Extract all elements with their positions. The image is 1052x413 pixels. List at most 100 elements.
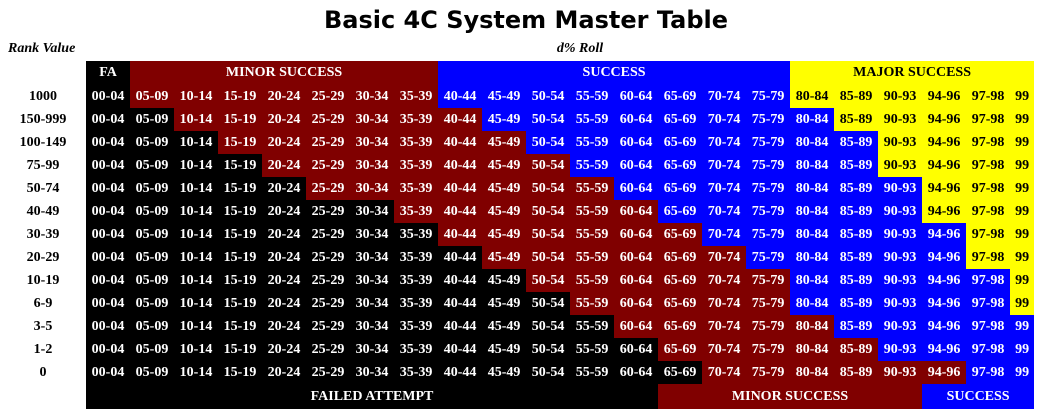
roll-cell: 30-34 (350, 154, 394, 177)
roll-cell: 10-14 (174, 338, 218, 361)
rank-value: 20-29 (0, 246, 86, 269)
roll-cell: 20-24 (262, 246, 306, 269)
table-row: 1-2 00-04 05-09 10-14 15-19 20-24 25-29 30-34 35… (0, 338, 1035, 361)
roll-cell: 94-96 (922, 85, 967, 108)
roll-cell: 75-79 (746, 246, 791, 269)
roll-cell: 94-96 (922, 315, 967, 338)
roll-cell: 25-29 (306, 85, 350, 108)
table-row: 150-999 00-04 05-09 10-14 15-19 20-24 25-29 30-… (0, 108, 1035, 131)
roll-cell: 35-39 (394, 223, 439, 246)
roll-cell: 90-93 (878, 108, 923, 131)
roll-cell: 97-98 (966, 131, 1011, 154)
page-title: Basic 4C System Master Table (323, 6, 729, 34)
roll-cell: 90-93 (878, 315, 923, 338)
roll-cell: 40-44 (438, 315, 483, 338)
roll-cell: 94-96 (922, 246, 967, 269)
roll-cell: 40-44 (438, 292, 483, 315)
roll-cell: 30-34 (350, 338, 394, 361)
roll-cell: 30-34 (350, 361, 394, 384)
roll-cell: 90-93 (878, 85, 923, 108)
roll-cell: 10-14 (174, 200, 218, 223)
roll-cell: 00-04 (86, 338, 130, 361)
roll-cell: 20-24 (262, 154, 306, 177)
roll-cell: 40-44 (438, 154, 483, 177)
roll-cell: 94-96 (922, 269, 967, 292)
roll-cell: 85-89 (834, 131, 879, 154)
roll-cell: 50-54 (526, 361, 571, 384)
roll-cell: 25-29 (306, 269, 350, 292)
roll-cell: 00-04 (86, 200, 130, 223)
roll-cell: 00-04 (86, 315, 130, 338)
roll-cell: 05-09 (130, 131, 174, 154)
roll-cell: 60-64 (614, 292, 659, 315)
roll-cell: 97-98 (966, 223, 1011, 246)
roll-cell: 75-79 (746, 269, 791, 292)
roll-cell: 70-74 (702, 154, 747, 177)
roll-cell: 45-49 (482, 200, 527, 223)
footer-band-row-spacer (0, 384, 86, 409)
roll-cell: 05-09 (130, 108, 174, 131)
roll-cell: 99 (1010, 338, 1035, 361)
table-row: 50-74 00-04 05-09 10-14 15-19 20-24 25-29 30-34… (0, 177, 1035, 200)
roll-cell: 97-98 (966, 200, 1011, 223)
roll-cell: 65-69 (658, 154, 703, 177)
roll-cell: 60-64 (614, 154, 659, 177)
roll-cell: 75-79 (746, 85, 791, 108)
roll-cell: 75-79 (746, 154, 791, 177)
roll-cell: 05-09 (130, 361, 174, 384)
roll-cell: 60-64 (614, 177, 659, 200)
roll-cell: 70-74 (702, 131, 747, 154)
table-row: 30-39 00-04 05-09 10-14 15-19 20-24 25-29 30-34… (0, 223, 1035, 246)
roll-cell: 65-69 (658, 223, 703, 246)
roll-cell: 55-59 (570, 269, 615, 292)
roll-cell: 90-93 (878, 177, 923, 200)
roll-cell: 80-84 (790, 246, 835, 269)
roll-cell: 45-49 (482, 177, 527, 200)
roll-cell: 40-44 (438, 85, 483, 108)
roll-cell: 85-89 (834, 338, 879, 361)
roll-cell: 00-04 (86, 223, 130, 246)
roll-cell: 15-19 (218, 177, 262, 200)
roll-cell: 00-04 (86, 85, 130, 108)
roll-cell: 15-19 (218, 223, 262, 246)
roll-cell: 35-39 (394, 85, 439, 108)
roll-cell: 80-84 (790, 177, 835, 200)
roll-cell: 25-29 (306, 177, 350, 200)
roll-cell: 90-93 (878, 269, 923, 292)
roll-cell: 35-39 (394, 177, 439, 200)
roll-cell: 20-24 (262, 315, 306, 338)
roll-cell: 05-09 (130, 269, 174, 292)
roll-cell: 00-04 (86, 269, 130, 292)
roll-cell: 45-49 (482, 108, 527, 131)
roll-cell: 10-14 (174, 85, 218, 108)
roll-cell: 97-98 (966, 315, 1011, 338)
roll-cell: 60-64 (614, 85, 659, 108)
roll-cell: 20-24 (262, 361, 306, 384)
roll-cell: 25-29 (306, 292, 350, 315)
rank-value: 100-149 (0, 131, 86, 154)
roll-cell: 00-04 (86, 131, 130, 154)
roll-cell: 90-93 (878, 361, 923, 384)
roll-cell: 00-04 (86, 108, 130, 131)
roll-cell: 35-39 (394, 315, 439, 338)
table-row: 3-5 00-04 05-09 10-14 15-19 20-24 25-29 30-34 35… (0, 315, 1035, 338)
roll-cell: 35-39 (394, 246, 439, 269)
roll-cell: 94-96 (922, 223, 967, 246)
rank-value: 1-2 (0, 338, 86, 361)
roll-cell: 65-69 (658, 269, 703, 292)
roll-cell: 90-93 (878, 200, 923, 223)
roll-cell: 60-64 (614, 108, 659, 131)
roll-cell: 50-54 (526, 85, 571, 108)
roll-cell: 30-34 (350, 177, 394, 200)
roll-cell: 75-79 (746, 361, 791, 384)
table-row: 10-19 00-04 05-09 10-14 15-19 20-24 25-29 30-34… (0, 269, 1035, 292)
roll-cell: 94-96 (922, 131, 967, 154)
roll-cell: 80-84 (790, 338, 835, 361)
table-row: 6-9 00-04 05-09 10-14 15-19 20-24 25-29 30-34 35… (0, 292, 1035, 315)
roll-cell: 70-74 (702, 85, 747, 108)
roll-cell: 80-84 (790, 292, 835, 315)
roll-cell: 35-39 (394, 269, 439, 292)
roll-cell: 05-09 (130, 292, 174, 315)
roll-cell: 65-69 (658, 246, 703, 269)
roll-cell: 97-98 (966, 246, 1011, 269)
